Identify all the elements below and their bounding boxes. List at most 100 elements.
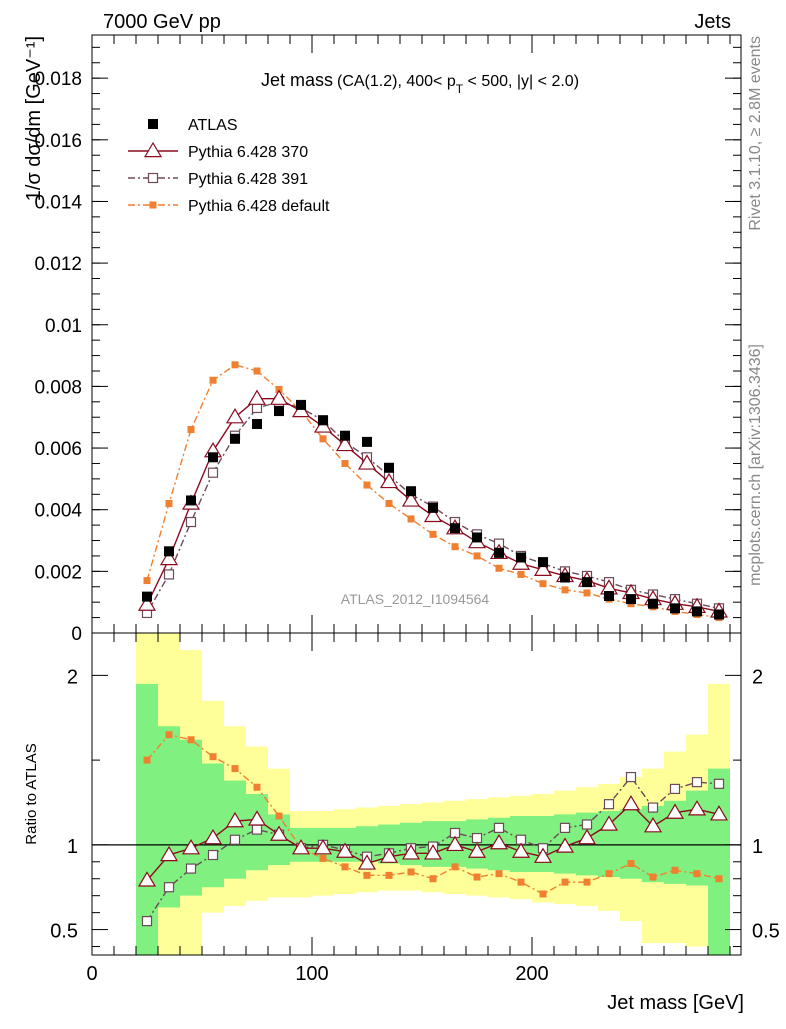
data-point — [406, 486, 416, 497]
mc-point — [385, 500, 393, 508]
data-point — [318, 415, 328, 426]
ratio-point — [709, 805, 729, 821]
ratio-point — [495, 870, 503, 878]
data-point — [164, 546, 174, 557]
ratio-point — [385, 871, 393, 879]
ratio-axis-ticks: 0.5 0.5 1 1 2 2 0 100 200 — [50, 633, 780, 985]
mc-point — [269, 389, 289, 405]
legend: ATLAS Pythia 6.428 370 Pythia 6.428 391 Pyt… — [128, 117, 330, 215]
series-line — [146, 401, 720, 614]
data-point — [296, 399, 306, 410]
mc-point — [247, 389, 267, 405]
x-axis-label: Jet mass [GeV] — [607, 992, 744, 1014]
mc-point — [423, 506, 443, 523]
mc-point — [165, 500, 173, 508]
main-y-tick-label: 0.004 — [34, 501, 82, 522]
ratio-point — [605, 870, 613, 878]
legend-marker — [147, 172, 159, 184]
ratio-plot-panel: 0.5 0.5 1 1 2 2 0 100 200 Ratio to ATLAS Jet mas… — [23, 632, 780, 1014]
legend-entry: ATLAS — [148, 117, 238, 134]
main-plot-panel: 0 0.002 0.004 0.006 0.008 0.01 0.012 0.014 0.016… — [23, 34, 742, 645]
mc-point — [143, 577, 151, 585]
mc-point — [187, 426, 195, 434]
ratio-point — [363, 871, 371, 879]
ratio-point — [165, 731, 173, 739]
ratio-point — [665, 803, 685, 819]
ratio-point — [671, 866, 679, 874]
x-tick-label: 0 — [86, 963, 97, 985]
ratio-point — [493, 822, 505, 833]
legend-entry: Pythia 6.428 391 — [128, 171, 308, 188]
data-point — [560, 572, 570, 583]
main-y-tick-label: 0 — [71, 624, 82, 645]
ratio-point — [407, 868, 415, 876]
ratio-point — [181, 839, 201, 855]
ratio-point — [379, 847, 399, 863]
mc-point — [357, 454, 377, 470]
mc-point — [341, 459, 349, 467]
legend-marker — [149, 201, 157, 209]
ratio-point — [163, 882, 175, 893]
ratio-point — [627, 859, 635, 867]
data-point — [472, 532, 482, 543]
main-y-tick-label: 0.012 — [34, 254, 82, 275]
ratio-point — [517, 878, 525, 886]
ratio-point — [229, 834, 241, 845]
mc-point — [335, 435, 355, 452]
mc-point — [363, 481, 371, 489]
mc-point — [451, 543, 459, 551]
ratio-point — [207, 849, 219, 861]
mc-point — [207, 467, 219, 478]
mc-point — [209, 376, 217, 384]
main-plot-area — [137, 361, 729, 622]
data-point — [626, 594, 636, 605]
main-y-tick-label: 0.018 — [34, 69, 82, 90]
data-point — [582, 577, 592, 588]
data-point — [692, 606, 702, 617]
data-point — [428, 502, 438, 513]
ratio-point — [313, 839, 333, 855]
mc-point — [473, 552, 481, 560]
legend-label: Pythia 6.428 370 — [188, 144, 308, 161]
main-y-tick-label: 0.014 — [34, 192, 82, 213]
ratio-point — [423, 844, 443, 860]
ratio-plot-frame — [91, 632, 742, 956]
ratio-plot-area — [92, 633, 741, 955]
main-y-tick-label: 0.01 — [45, 316, 82, 337]
ratio-point — [187, 736, 195, 744]
ratio-point — [275, 812, 283, 820]
mc-point — [185, 516, 197, 528]
title-main: Jet mass — [261, 70, 333, 90]
ratio-series-pythia-6-428-default — [143, 731, 723, 898]
ratio-point — [471, 832, 483, 844]
legend-label: ATLAS — [188, 117, 238, 134]
ratio-point — [539, 890, 547, 898]
ratio-point — [251, 824, 263, 835]
data-point — [362, 436, 372, 447]
mc-point — [429, 530, 437, 538]
mc-point — [401, 491, 421, 507]
ratio-point — [445, 835, 465, 852]
ratio-point — [559, 822, 571, 833]
mcplots-source-label: mcplots.cern.ch [arXiv:1306.3436] — [747, 344, 764, 586]
mc-point — [253, 367, 261, 375]
ratio-line — [146, 775, 720, 922]
title-cut-subscript: T — [456, 82, 464, 96]
ratio-point — [335, 842, 355, 858]
mc-point — [163, 569, 175, 580]
main-plot-title: Jet mass (CA(1.2), 400< pT < 500, |y| < 2… — [261, 70, 579, 96]
ratio-point — [159, 845, 179, 862]
ratio-point — [533, 847, 553, 863]
ratio-point — [511, 842, 531, 858]
ratio-point — [581, 819, 593, 830]
ratio-point — [185, 863, 197, 874]
series-line — [146, 364, 720, 619]
ratio-point — [691, 777, 703, 788]
legend-marker — [148, 119, 158, 129]
ratio-y-tick-label: 1 — [67, 836, 78, 858]
mc-point — [561, 586, 569, 594]
x-tick-label: 200 — [515, 963, 548, 985]
ratio-point — [269, 825, 289, 841]
ratio-y-axis-label: Ratio to ATLAS — [23, 743, 40, 844]
ratio-point — [473, 873, 481, 881]
